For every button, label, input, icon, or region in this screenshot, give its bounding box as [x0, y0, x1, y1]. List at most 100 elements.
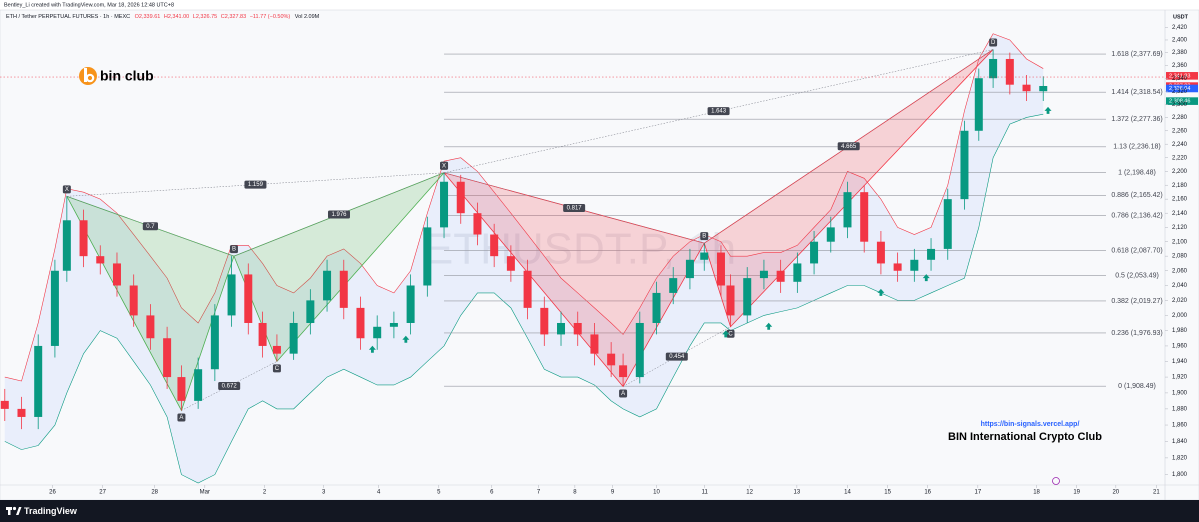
point-badge	[440, 161, 449, 170]
ratio-line	[66, 196, 235, 257]
x-tick-label: 15	[884, 490, 891, 496]
ratio-badge	[837, 142, 860, 151]
buy-signal	[402, 335, 410, 343]
legend-volume: Vol 2.09M	[295, 14, 320, 20]
x-tick-label: 27	[99, 490, 106, 496]
legend-symbol: ETH / Tether PERPETUAL FUTURES · 1h · ME…	[6, 14, 130, 20]
y-tick-label: 1,820	[1172, 455, 1188, 461]
candle-body	[50, 270, 59, 346]
buy-signal	[1044, 106, 1052, 114]
candle-body	[910, 259, 919, 271]
x-tick-label: 14	[844, 490, 851, 496]
candle-body	[685, 259, 694, 279]
buy-signal	[877, 288, 885, 296]
candle-body	[716, 252, 725, 286]
candle-body	[227, 274, 236, 316]
candle-body	[700, 252, 709, 260]
y-tick-label: 2,340	[1172, 76, 1188, 82]
price-tag	[1166, 84, 1198, 93]
candle-body	[356, 307, 365, 339]
candle-body	[810, 241, 819, 264]
point-label: B	[702, 234, 706, 240]
candle-body	[893, 263, 902, 271]
fib-label: 0.786 (2,136.42)	[1111, 213, 1162, 220]
x-tick-label: 10	[653, 490, 660, 496]
ratio-label: 1.976	[331, 212, 347, 218]
candle-body	[62, 220, 71, 271]
band-fill	[4, 33, 1044, 483]
ratio-badge	[563, 203, 586, 212]
price-tag-label: 2,341.83	[1169, 73, 1190, 79]
candle-body	[163, 338, 172, 378]
candle-body	[289, 322, 298, 354]
fib-label: 1.13 (2,236.18)	[1113, 144, 1160, 151]
x-tick-label: 4	[377, 490, 381, 496]
legend-high: H2,341.00	[164, 14, 189, 20]
x-tick-label: 26	[49, 490, 56, 496]
fib-label: 0.886 (2,165.42)	[1111, 192, 1162, 199]
candle-body	[860, 192, 869, 242]
point-badge	[272, 364, 281, 373]
footer-text: TradingView	[24, 506, 78, 516]
candle-body	[323, 270, 332, 301]
candle-body	[1039, 85, 1048, 92]
fib-label: 0.236 (1,976.93)	[1111, 330, 1162, 337]
candle-body	[590, 334, 599, 354]
candle-body	[17, 408, 26, 417]
x-tick-label: 28	[151, 490, 158, 496]
y-tick-label: 2,280	[1172, 115, 1188, 121]
candle-body	[423, 227, 432, 286]
candle-body	[927, 248, 936, 260]
y-tick-label: 2,260	[1172, 128, 1188, 134]
candle-body	[373, 326, 382, 339]
point-label: X	[442, 163, 446, 169]
x-tick-label: Mar	[200, 490, 210, 496]
y-tick-label: 1,920	[1172, 375, 1188, 381]
buy-signal	[765, 322, 773, 330]
y-tick-label: 1,960	[1172, 344, 1188, 350]
x-tick-label: 8	[573, 490, 577, 496]
x-tick-label: 16	[924, 490, 931, 496]
candle-body	[0, 400, 9, 409]
ratio-line	[443, 49, 994, 174]
candle-body	[406, 285, 415, 323]
ratio-badge	[707, 107, 730, 116]
ratio-label: 0.7	[146, 224, 155, 230]
url-link[interactable]: https://bin-signals.vercel.app/	[981, 421, 1080, 428]
candle-body	[826, 227, 835, 242]
candle-body	[389, 322, 398, 327]
legend-open: O2,339.61	[135, 14, 161, 20]
ratio-line	[704, 49, 994, 244]
y-tick-label: 2,040	[1172, 283, 1188, 289]
point-label: D	[991, 40, 996, 46]
x-tick-label: 18	[1033, 490, 1040, 496]
point-badge	[700, 232, 709, 241]
candle-body	[726, 285, 735, 316]
y-tick-label: 2,400	[1172, 38, 1188, 44]
fib-label: 0.618 (2,087.70)	[1111, 247, 1162, 254]
point-badge	[989, 38, 998, 47]
point-badge	[726, 329, 735, 338]
x-tick-label: 5	[437, 490, 441, 496]
y-tick-label: 2,000	[1172, 313, 1188, 319]
candle-body	[456, 181, 465, 214]
candle-body	[339, 270, 348, 308]
ratio-label: 0.454	[669, 354, 685, 360]
candle-body	[876, 241, 885, 264]
y-tick-label: 1,840	[1172, 439, 1188, 445]
x-tick-label: 13	[794, 490, 801, 496]
ratio-label: 1.159	[248, 182, 264, 188]
buy-signal	[922, 274, 930, 282]
candle-body	[843, 192, 852, 228]
y-tick-label: 1,860	[1172, 423, 1188, 429]
candle-body	[440, 181, 449, 228]
ratio-label: 4.665	[841, 144, 857, 150]
price-tag-label: 2,308.46	[1169, 99, 1190, 105]
footer-logo-mark	[16, 507, 22, 515]
y-tick-label: 1,900	[1172, 390, 1188, 396]
candle-body	[490, 234, 499, 257]
candle-body	[635, 322, 644, 378]
point-badge	[229, 245, 238, 254]
candle-body	[960, 130, 969, 200]
